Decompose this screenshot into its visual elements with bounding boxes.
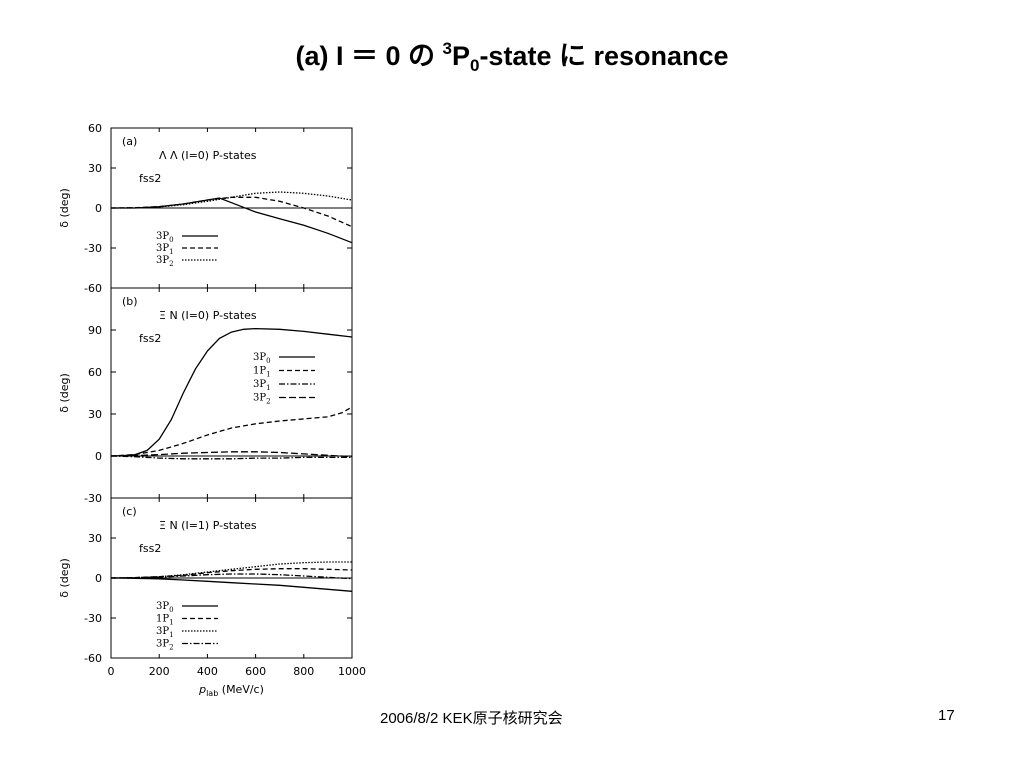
y-axis-label: δ (deg) bbox=[58, 558, 71, 598]
series-line-3P0 bbox=[110, 577, 353, 592]
y-tick-label: 30 bbox=[88, 532, 102, 545]
series-line-1P1 bbox=[110, 406, 353, 457]
y-tick-label: 0 bbox=[95, 202, 102, 215]
y-tick-label: -30 bbox=[84, 242, 102, 255]
x-tick-label: 200 bbox=[149, 665, 170, 678]
panel-title: Ξ N (I=1) P-states bbox=[159, 519, 257, 532]
title-main: P bbox=[451, 41, 470, 71]
panel-3: -60 -30 0 30 0 200 400 600 800 1000 (c) Ξ N (I=1) P… bbox=[58, 497, 366, 698]
title-sup: 3 bbox=[442, 39, 452, 58]
y-tick-label: 0 bbox=[95, 572, 102, 585]
panel-title: Ξ N (I=0) P-states bbox=[159, 309, 257, 322]
title-prefix: (a) I ＝ 0 の bbox=[295, 41, 443, 71]
legend-label: 3P1 bbox=[156, 626, 174, 639]
legend-label: 3P2 bbox=[253, 393, 271, 406]
x-tick-label: 800 bbox=[293, 665, 314, 678]
series-line-3P1 bbox=[110, 561, 352, 579]
series-line-3P0 bbox=[110, 327, 353, 457]
legend-label: 3P0 bbox=[253, 352, 271, 365]
series-line-3P2 bbox=[110, 191, 353, 209]
y-tick-label: -60 bbox=[84, 652, 102, 665]
legend-label: 3P0 bbox=[156, 601, 174, 614]
y-tick-label: -30 bbox=[84, 612, 102, 625]
y-tick-label: -30 bbox=[84, 492, 102, 505]
panel-label: (b) bbox=[122, 295, 138, 308]
series-line-3P0 bbox=[111, 197, 353, 244]
y-tick-label: 30 bbox=[88, 162, 102, 175]
footer-page-number: 17 bbox=[938, 707, 955, 724]
footer-date-venue: 2006/8/2 KEK原子核研究会 bbox=[380, 710, 563, 727]
series-line-3P2 bbox=[110, 451, 353, 458]
legend-label: 3P2 bbox=[156, 255, 174, 268]
series-line-3P1 bbox=[110, 455, 352, 460]
legend-label: 1P1 bbox=[156, 614, 174, 627]
legend-label: 3P0 bbox=[156, 231, 174, 244]
x-tick-label: 400 bbox=[197, 665, 218, 678]
model-label: fss2 bbox=[139, 542, 161, 555]
title-suffix: -state に resonance bbox=[479, 41, 729, 71]
legend-label: 3P1 bbox=[253, 379, 271, 392]
y-axis-label: δ (deg) bbox=[58, 373, 71, 413]
y-tick-label: 30 bbox=[88, 408, 102, 421]
y-axis-label: δ (deg) bbox=[58, 188, 71, 228]
panel-label: (a) bbox=[122, 135, 137, 148]
y-tick-label: 0 bbox=[95, 450, 102, 463]
legend-label: 1P1 bbox=[253, 366, 271, 379]
x-tick-label: 1000 bbox=[338, 665, 366, 678]
panel-1: -60 -30 0 30 60 (a) Λ Λ (I=0) P-states fss2 δ (d… bbox=[58, 122, 353, 295]
series-line-3P1 bbox=[110, 196, 353, 228]
series-line-3P2 bbox=[110, 573, 353, 580]
y-tick-label: 60 bbox=[88, 366, 102, 379]
title-sub: 0 bbox=[469, 56, 480, 75]
x-tick-label: 0 bbox=[108, 665, 115, 678]
y-tick-label: 90 bbox=[88, 324, 102, 337]
model-label: fss2 bbox=[139, 332, 161, 345]
legend-label: 3P1 bbox=[156, 243, 174, 256]
legend-label: 3P2 bbox=[156, 639, 174, 652]
x-axis-label: plab (MeV/c) bbox=[198, 683, 264, 698]
panel-2: -30 0 30 60 90 (b) Ξ N (I=0) P-states fss2 δ (de… bbox=[58, 287, 353, 505]
model-label: fss2 bbox=[139, 172, 161, 185]
y-tick-label: 60 bbox=[88, 122, 102, 135]
x-tick-label: 600 bbox=[245, 665, 266, 678]
slide-title: (a) I ＝ 0 の 3P0-state に resonance bbox=[0, 34, 1024, 75]
panel-label: (c) bbox=[122, 505, 137, 518]
y-tick-label: -60 bbox=[84, 282, 102, 295]
panel-title: Λ Λ (I=0) P-states bbox=[159, 149, 257, 162]
